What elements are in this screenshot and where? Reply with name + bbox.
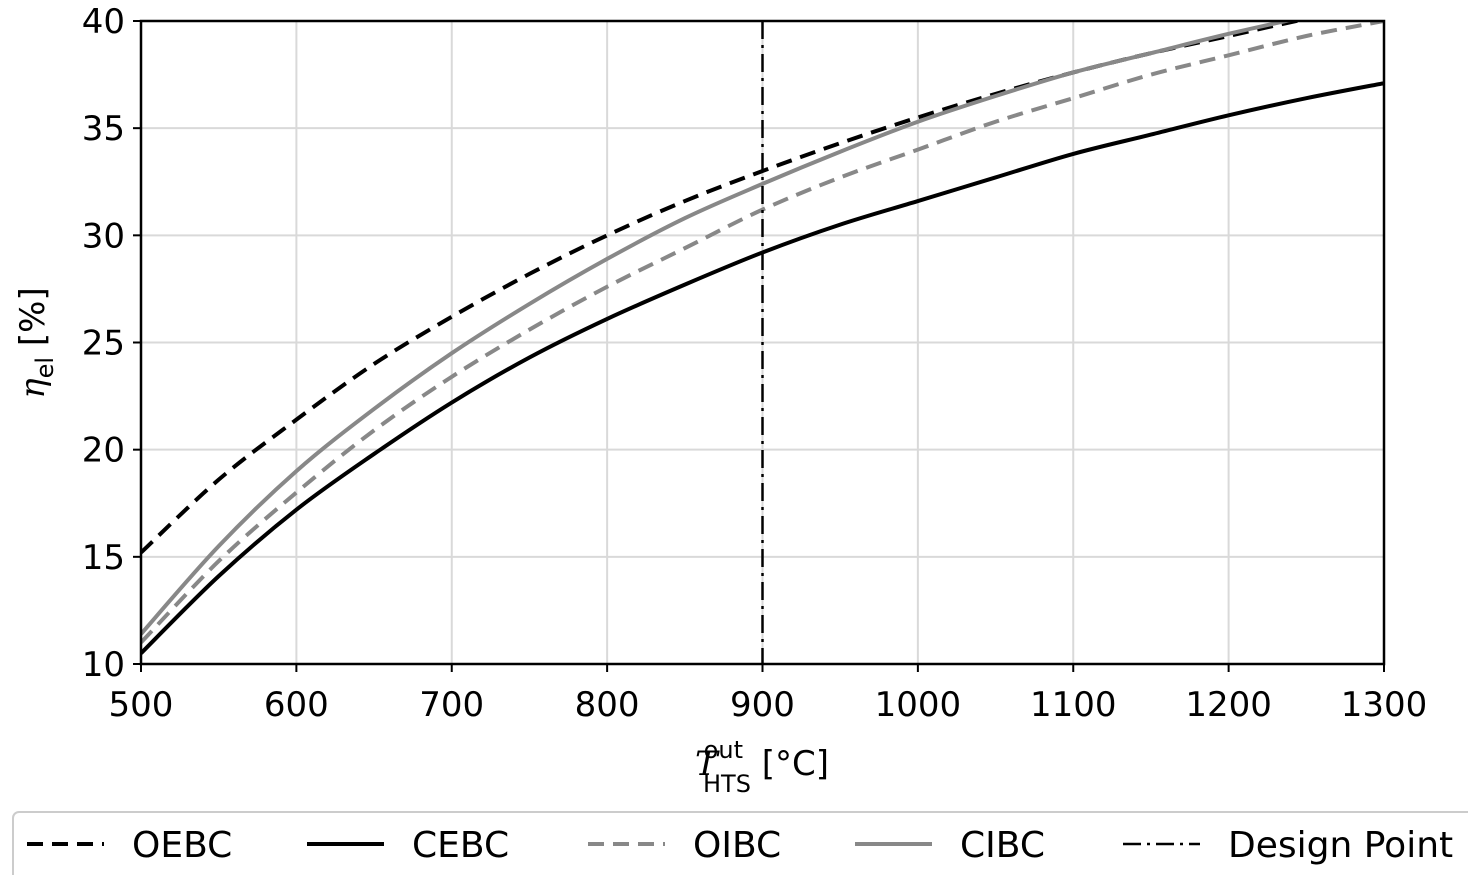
x-tick-label: 600 [264, 685, 329, 725]
x-tick-label: 800 [575, 685, 640, 725]
legend-item: CIBC [855, 825, 1045, 866]
series-line-cibc [141, 21, 1296, 636]
series-line-oibc [141, 21, 1384, 644]
y-axis-unit: [%] [13, 287, 53, 357]
series-line-cebc [141, 81, 1384, 655]
legend-item: OEBC [27, 825, 232, 866]
y-axis-subscript: el [31, 357, 59, 378]
legend-label: OEBC [132, 825, 232, 866]
x-tick-label: 1100 [1030, 685, 1117, 725]
legend: OEBC CEBC OIBC CIBC Design Point [12, 811, 1468, 875]
x-tick-label: 500 [109, 685, 174, 725]
y-tick-label: 20 [82, 431, 125, 471]
y-axis-label: ηel [%] [13, 287, 59, 398]
legend-item: OIBC [588, 825, 781, 866]
x-tick-label: 1300 [1341, 685, 1428, 725]
ticks: 500 600 700 800 900 1000 1100 1200 1300 10 15 20 25 3… [82, 2, 1428, 725]
legend-label: CEBC [412, 825, 509, 866]
y-tick-label: 40 [82, 2, 125, 42]
x-axis-subscript: HTS [703, 770, 751, 798]
legend-frame [12, 811, 1468, 875]
x-axis-label: Tout HTS [°C] [695, 736, 829, 798]
x-axis-unit: [°C] [751, 744, 829, 784]
legend-label: CIBC [960, 825, 1045, 866]
y-tick-label: 10 [82, 645, 125, 685]
x-axis-superscript: out [704, 736, 743, 764]
x-tick-label: 1000 [875, 685, 962, 725]
x-tick-label: 1200 [1185, 685, 1272, 725]
series-line-oebc [141, 21, 1306, 555]
legend-label: Design Point [1228, 825, 1453, 866]
x-tick-label: 700 [419, 685, 484, 725]
x-axis-symbol: T [695, 744, 720, 784]
y-tick-label: 35 [82, 109, 125, 149]
legend-item: Design Point [1123, 825, 1453, 866]
series-layer [141, 21, 1384, 664]
legend-item: CEBC [307, 825, 509, 866]
legend-label: OIBC [693, 825, 781, 866]
y-tick-label: 25 [82, 324, 125, 364]
y-axis-symbol: η [13, 378, 53, 399]
x-tick-label: 900 [730, 685, 795, 725]
y-tick-label: 15 [82, 538, 125, 578]
y-tick-label: 30 [82, 216, 125, 256]
